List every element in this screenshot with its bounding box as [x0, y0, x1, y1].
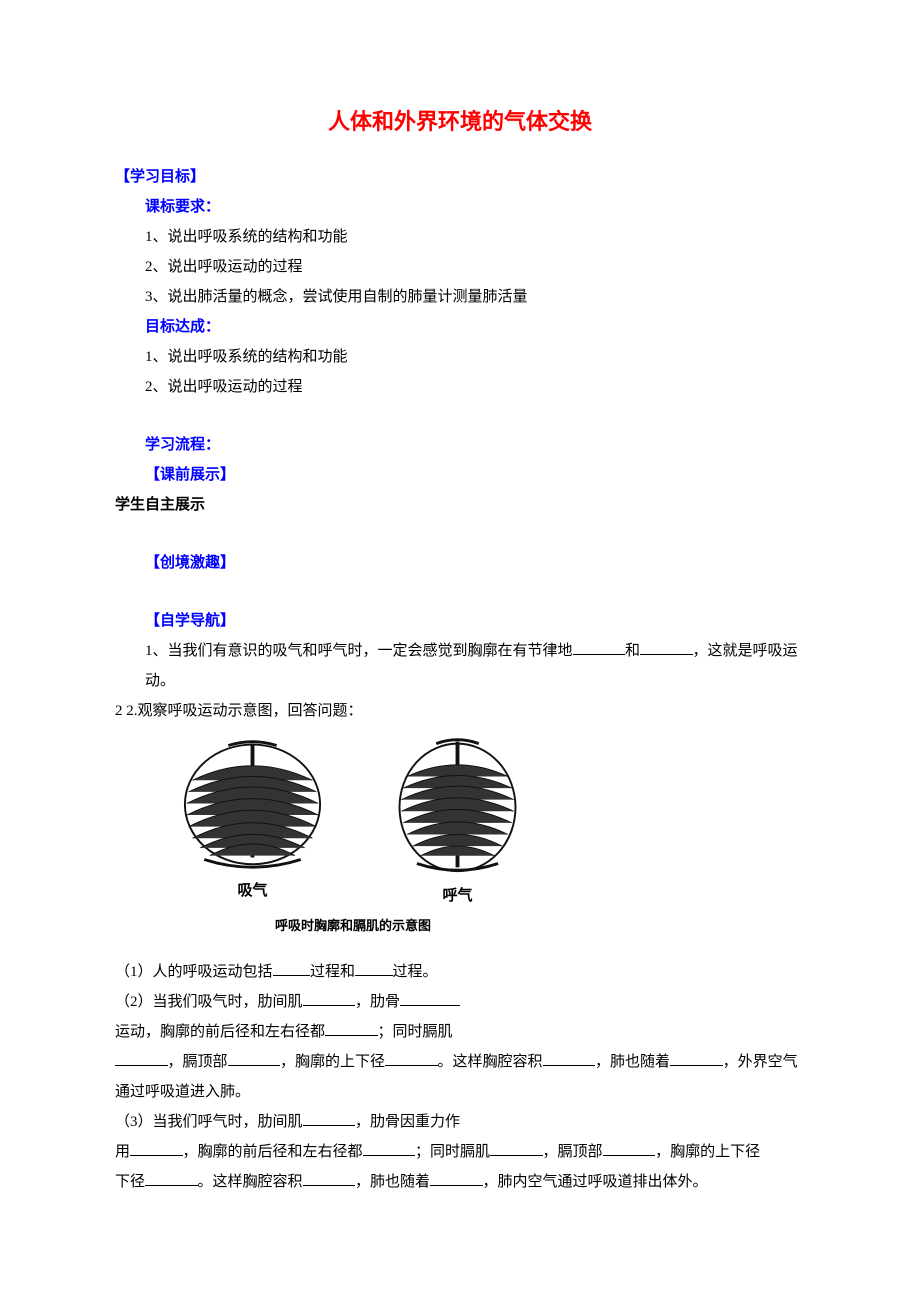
question-2-3-line2: 用 ，胸廓的前后径和左右径都 ；同时膈肌 ，膈顶部 ，胸廓的上下径	[115, 1137, 805, 1167]
q2-1-prefix: （1）人的呼吸运动包括	[115, 964, 273, 980]
diagram-caption: 呼吸时胸廓和膈肌的示意图	[115, 913, 805, 939]
diagram-row: 吸气 呼气	[115, 732, 805, 911]
chuangjing-header: 【创境激趣】	[115, 548, 805, 578]
text: ，膈顶部	[543, 1144, 603, 1160]
blank	[490, 1141, 543, 1156]
text: ，胸廓的上下径	[655, 1144, 760, 1160]
text: ，肺也随着	[355, 1174, 430, 1190]
blank	[363, 1141, 416, 1156]
question-2-2-line3: ，膈顶部，胸廓的上下径。这样胸腔容积，肺也随着，外界空气通过呼吸道进入肺。	[115, 1047, 805, 1107]
text: （3）当我们呼气时，肋间肌	[115, 1114, 303, 1130]
question-2-2-line2: 运动，胸廓的前后径和左右径都 ；同时膈肌	[115, 1017, 805, 1047]
text: （2）当我们吸气时，肋间肌	[115, 994, 303, 1010]
text: ；同时膈肌	[415, 1144, 490, 1160]
text: ，胸廓的前后径和左右径都	[183, 1144, 363, 1160]
text: ，肺内空气通过呼吸道排出体外。	[483, 1174, 708, 1190]
diagram-inhale-label: 吸气	[237, 876, 267, 906]
ribcage-exhale-icon	[380, 732, 535, 877]
text: 。这样胸腔容积	[438, 1054, 543, 1070]
learning-goal-header: 【学习目标】	[115, 162, 805, 192]
blank	[325, 1021, 378, 1036]
text: ，肋骨	[355, 994, 400, 1010]
q2-1-mid: 过程和	[310, 964, 355, 980]
blank	[130, 1141, 183, 1156]
diagram-inhale: 吸气	[175, 732, 330, 911]
question-2-1: （1）人的呼吸运动包括 过程和 过程。	[115, 957, 805, 987]
blank	[115, 1051, 168, 1066]
diagram-exhale: 呼气	[380, 732, 535, 911]
diagram-exhale-label: 呼气	[442, 881, 472, 911]
blank	[543, 1051, 596, 1066]
text: 用	[115, 1144, 130, 1160]
blank	[640, 640, 693, 655]
kebiao-header: 课标要求：	[115, 192, 805, 222]
mubiao-item-1: 1、说出呼吸系统的结构和功能	[115, 342, 805, 372]
kebiao-item-1: 1、说出呼吸系统的结构和功能	[115, 222, 805, 252]
mubiao-header: 目标达成：	[115, 312, 805, 342]
text: 。这样胸腔容积	[198, 1174, 303, 1190]
page-title: 人体和外界环境的气体交换	[115, 100, 805, 144]
blank	[303, 1171, 356, 1186]
question-2-3-line3: 下径 。这样胸腔容积 ，肺也随着 ，肺内空气通过呼吸道排出体外。	[115, 1167, 805, 1197]
blank	[573, 640, 626, 655]
q2-1-suffix: 过程。	[393, 964, 438, 980]
question-2-intro: 2 2.观察呼吸运动示意图，回答问题：	[115, 696, 805, 726]
blank	[400, 991, 460, 1006]
process-header: 学习流程：	[115, 430, 805, 460]
ribcage-inhale-icon	[175, 732, 330, 872]
blank	[273, 961, 311, 976]
question-1: 1、当我们有意识的吸气和呼气时，一定会感觉到胸廓在有节律地和，这就是呼吸运动。	[115, 636, 805, 696]
blank	[145, 1171, 198, 1186]
blank	[670, 1051, 723, 1066]
blank	[385, 1051, 438, 1066]
zixue-header: 【自学导航】	[115, 606, 805, 636]
mubiao-item-2: 2、说出呼吸运动的过程	[115, 372, 805, 402]
text: ，胸廓的上下径	[280, 1054, 385, 1070]
blank	[430, 1171, 483, 1186]
question-2-3-line1: （3）当我们呼气时，肋间肌 ，肋骨因重力作	[115, 1107, 805, 1137]
kebiao-item-3: 3、说出肺活量的概念，尝试使用自制的肺量计测量肺活量	[115, 282, 805, 312]
blank	[603, 1141, 656, 1156]
text: 运动，胸廓的前后径和左右径都	[115, 1024, 325, 1040]
blank	[303, 1111, 356, 1126]
blank	[228, 1051, 281, 1066]
q1-prefix: 1、当我们有意识的吸气和呼气时，一定会感觉到胸廓在有节律地	[145, 643, 573, 659]
text: ，肋骨因重力作	[355, 1114, 460, 1130]
preclass-header: 【课前展示】	[115, 460, 805, 490]
question-2-2-line1: （2）当我们吸气时，肋间肌 ，肋骨	[115, 987, 805, 1017]
blank	[303, 991, 356, 1006]
q1-mid: 和	[625, 643, 640, 659]
blank	[355, 961, 393, 976]
text: ，肺也随着	[595, 1054, 670, 1070]
kebiao-item-2: 2、说出呼吸运动的过程	[115, 252, 805, 282]
preclass-text: 学生自主展示	[115, 490, 805, 520]
text: 下径	[115, 1174, 145, 1190]
text: ；同时膈肌	[378, 1024, 453, 1040]
text: ，膈顶部	[168, 1054, 228, 1070]
